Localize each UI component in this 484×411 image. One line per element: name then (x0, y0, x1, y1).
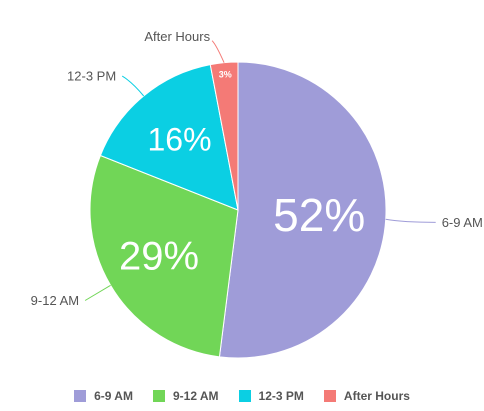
legend-swatch (323, 390, 336, 402)
legend-item-12-3-pm[interactable]: 12-3 PM (238, 389, 304, 403)
legend-item-9-12-am[interactable]: 9-12 AM (152, 389, 219, 403)
slice-value-label-6-9-am: 52% (273, 189, 365, 241)
legend-label: 6-9 AM (94, 389, 133, 403)
legend-swatch (74, 390, 87, 402)
legend-item-after-hours[interactable]: After Hours (323, 389, 410, 403)
leader-line-9-12-am (84, 284, 111, 301)
pie-slice-12-3-pm[interactable] (99, 64, 239, 211)
slice-category-label-6-9-am: 6-9 AM (442, 215, 483, 230)
leader-line-12-3-pm (121, 75, 145, 97)
slice-category-label-after-hours: After Hours (144, 29, 210, 44)
legend-label: 12-3 PM (258, 389, 304, 403)
legend-label: 9-12 AM (172, 389, 219, 403)
legend-label: After Hours (343, 389, 410, 403)
pie-slice-9-12-am[interactable] (89, 154, 239, 358)
slice-value-label-12-3-pm: 16% (147, 121, 211, 157)
slice-value-label-after-hours: 3% (219, 69, 232, 79)
legend-swatch (152, 390, 165, 402)
legend-item-6-9-am[interactable]: 6-9 AM (74, 389, 133, 403)
leader-line-after-hours (211, 40, 225, 63)
slice-category-label-9-12-am: 9-12 AM (31, 293, 79, 308)
leader-line-6-9-am (385, 218, 436, 223)
legend-swatch (238, 390, 251, 402)
slice-value-label-9-12-am: 29% (119, 235, 199, 279)
slice-category-label-12-3-pm: 12-3 PM (67, 69, 116, 84)
pie-chart-canvas: 52% 6-9 AM 29% 9-12 AM 16% 12-3 PM 3% After Hou… (31, 29, 483, 359)
chart-legend: 6-9 AM 9-12 AM 12-3 PM After Hours (0, 386, 484, 406)
